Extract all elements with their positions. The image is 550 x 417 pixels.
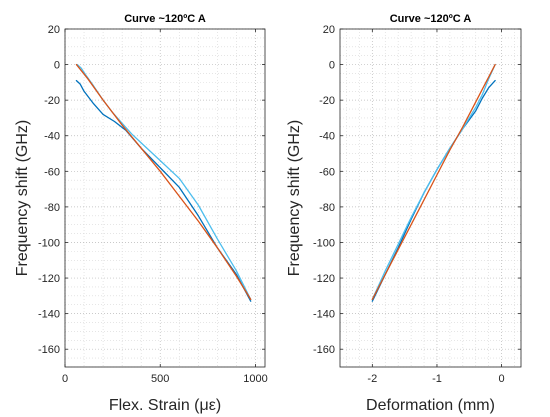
y-tick-label: -60 <box>44 166 60 178</box>
panel-deformation-series <box>371 63 496 302</box>
panel-deformation-frame <box>339 28 522 368</box>
panel-deformation-title: Curve ~120ºC A <box>390 13 472 25</box>
x-tick-label: 1000 <box>243 373 267 385</box>
y-tick-label: -140 <box>313 309 335 321</box>
panel-deformation-ticks: -2 -1 0 20 0 -20 -40 -60 -80 -100 -120 -140 -160 <box>313 24 521 385</box>
y-tick-label: -80 <box>319 202 335 214</box>
panel-strain-series <box>75 63 252 302</box>
panel-strain-frame <box>64 28 266 368</box>
y-tick-label: 20 <box>48 24 60 36</box>
series-line-3 <box>371 63 496 301</box>
y-tick-label: -120 <box>38 273 60 285</box>
panel-strain-ticks: 0 500 1000 20 0 -20 -40 -60 -80 -100 -120 -140 -160 <box>38 24 268 385</box>
y-tick-label: -100 <box>38 237 60 249</box>
x-tick-label: 500 <box>151 373 169 385</box>
x-tick-label: 0 <box>62 373 68 385</box>
panel-strain-title: Curve ~120ºC A <box>124 13 206 25</box>
y-tick-label: 0 <box>329 60 335 72</box>
y-tick-label: -160 <box>313 344 335 356</box>
panel-deformation: -2 -1 0 20 0 -20 -40 -60 -80 -100 -120 -140 -160 Cur… <box>286 13 522 414</box>
panel-strain-x-axis-label: Flex. Strain (με) <box>109 397 221 414</box>
y-tick-label: -60 <box>319 166 335 178</box>
y-tick-label: -80 <box>44 202 60 214</box>
x-tick-label: -2 <box>367 373 377 385</box>
y-tick-label: -120 <box>313 273 335 285</box>
y-tick-label: 20 <box>323 24 335 36</box>
y-tick-label: -100 <box>313 237 335 249</box>
y-tick-label: 0 <box>54 60 60 72</box>
y-tick-label: -40 <box>319 131 335 143</box>
y-tick-label: -40 <box>44 131 60 143</box>
series-line-2 <box>371 63 496 301</box>
y-tick-label: -160 <box>38 344 60 356</box>
series-line-3 <box>75 63 252 301</box>
y-tick-label: -140 <box>38 309 60 321</box>
panel-strain-grid <box>64 28 265 368</box>
y-tick-label: -20 <box>44 95 60 107</box>
panel-deformation-x-axis-label: Deformation (mm) <box>366 397 495 414</box>
x-tick-label: 0 <box>499 373 505 385</box>
panel-strain-y-axis-label: Frequency shift (GHz) <box>14 120 31 276</box>
x-tick-label: -1 <box>432 373 442 385</box>
y-tick-label: -20 <box>319 95 335 107</box>
panel-deformation-y-axis-label: Frequency shift (GHz) <box>286 120 303 276</box>
panel-strain: 0 500 1000200-20-40-60-80-100-120-140-160 … <box>14 13 268 414</box>
